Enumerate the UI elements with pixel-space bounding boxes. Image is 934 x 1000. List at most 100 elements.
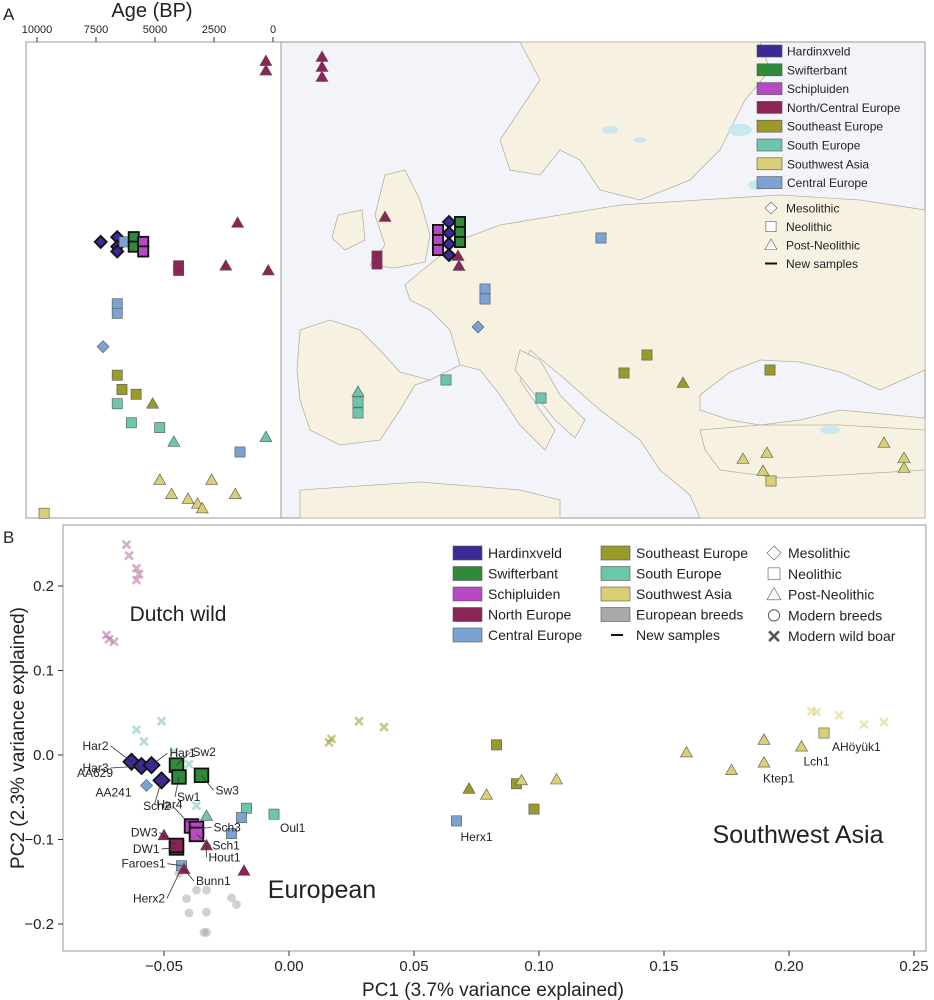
pca-point-southwest-asia: [757, 733, 771, 745]
legend-b-label-swifterbant: Swifterbant: [488, 566, 558, 582]
age-point-south-europe: [167, 435, 181, 447]
pca-point-southwest-asia: [794, 739, 809, 752]
legend-b-period-mesolithic: Mesolithic: [788, 545, 850, 561]
pca-point-southwest-asia: [549, 772, 564, 785]
panel-a-label: A: [3, 5, 15, 24]
legend-swatch-south-europe: [756, 138, 783, 152]
pca-y-tick-label: 0.0: [33, 747, 54, 764]
legend-b-marker-modern-wild-boar: [768, 630, 780, 643]
legend-period-neolithic: Neolithic: [786, 220, 832, 234]
pca-point-north-europe: [177, 862, 191, 874]
pca-label-leader: [166, 873, 180, 899]
legend-swatch-hardinxveld: [756, 44, 783, 58]
legend-b-label-southwest-asia: Southwest Asia: [636, 586, 732, 602]
pca-point-southeast-europe: [528, 803, 540, 815]
legend-b-swatch-southwest-asia: [600, 586, 631, 602]
legend-label-southeast-europe: Southeast Europe: [787, 120, 883, 134]
pca-point-label: Sw3: [216, 783, 240, 797]
age-point-north-central-europe: [231, 216, 245, 228]
map-point-southwest-asia: [736, 452, 750, 464]
pca-label-leader: [159, 832, 177, 846]
pca-point-southwest-asia: [757, 756, 771, 768]
legend-b-label-new-samples: New samples: [636, 627, 720, 643]
pca-label-leader: [161, 847, 177, 850]
age-point-southwest-asia: [181, 492, 195, 504]
legend-swatch-swifterbant: [756, 63, 783, 77]
pca-point-southwest-asia: [724, 763, 739, 776]
legend-b-marker-modern-breeds: [767, 609, 781, 622]
pca-point-central-europe: [140, 778, 153, 792]
pca-point-label: Sw2: [193, 745, 217, 759]
map-north-africa: [299, 481, 561, 519]
age-point-southwest-asia: [165, 487, 179, 499]
map-point-schipluiden: [431, 223, 444, 236]
map-lake: [820, 426, 840, 434]
map-lake: [728, 124, 752, 136]
age-point-central-europe: [111, 298, 123, 310]
map-point-swifterbant: [453, 225, 466, 238]
map-point-hardinxveld: [441, 247, 457, 263]
pca-label-leader: [196, 834, 211, 846]
pca-point-label: Har1: [170, 746, 196, 760]
map-ireland: [331, 209, 366, 251]
pca-point-label: Ktep1: [763, 772, 795, 786]
age-point-north-central-europe: [261, 263, 275, 276]
pca-plot: −0.05 0.00 0.05 0.10 0.15 0.20 0.25 −0.2 −0.1 0.0…: [8, 524, 929, 1000]
age-point-central-europe: [111, 307, 123, 319]
map-point-north-central-europe: [452, 259, 466, 271]
map-point-north-central-europe: [378, 210, 392, 222]
pca-x-tick-label: 0.15: [649, 958, 678, 975]
pca-point-label: Har2: [82, 739, 108, 753]
age-point-southeast-europe: [130, 388, 142, 400]
pca-point-north-europe: [237, 864, 251, 876]
pca-point-central-europe: [451, 815, 462, 827]
pca-label-leader: [183, 868, 195, 882]
pca-point-south-europe: [169, 746, 179, 757]
legend-label-schipluiden: Schipluiden: [787, 82, 849, 96]
age-points: [38, 54, 275, 519]
legend-b-swatch-hardinxveld: [452, 545, 483, 561]
pca-point-label: Herx1: [461, 830, 493, 844]
age-point-southwest-asia: [228, 487, 242, 499]
legend-b-swatch-swifterbant: [452, 566, 483, 581]
age-point-southeast-europe: [111, 369, 123, 381]
map-lake: [634, 137, 646, 143]
legend-label-central-europe: Central Europe: [787, 176, 868, 190]
age-point-south-europe: [154, 422, 166, 433]
age-point-north-central-europe: [219, 259, 233, 271]
pca-point-label: Sch3: [214, 821, 242, 835]
age-point-southeast-europe: [146, 397, 160, 409]
pca-point-southwest-asia: [879, 717, 889, 727]
map-point-southwest-asia: [897, 461, 911, 473]
map-point-swifterbant: [453, 235, 466, 248]
pca-point-southwest-asia: [679, 745, 694, 758]
pca-xlabel: PC1 (3.7% variance explained): [362, 980, 624, 1000]
map-point-central-europe: [234, 446, 246, 458]
age-plot: Age (BP) 10000 7500 5000 2500 0: [22, 0, 282, 519]
map-point-schipluiden: [431, 243, 444, 256]
legend-b-label-schipluiden: Schipluiden: [488, 586, 560, 602]
pca-point-southwest-asia: [818, 727, 830, 739]
pca-label-leader: [196, 827, 212, 829]
map-land: [296, 41, 926, 519]
age-point-southeast-europe: [116, 384, 128, 395]
age-plot-frame: [25, 41, 282, 519]
pca-point-label: DW1: [133, 842, 160, 856]
legend-marker-mesolithic: [764, 201, 778, 215]
pca-point-label: Sw1: [177, 790, 201, 804]
map-point-southwest-asia: [756, 464, 770, 476]
legend-b-swatch-north-europe: [452, 607, 483, 622]
map-british-isles: [369, 169, 431, 269]
pca-y-tick-label: −0.1: [24, 832, 54, 849]
legend-b: Hardinxveld Swifterbant Schipluiden North E…: [452, 545, 896, 644]
pca-point-south-europe: [156, 716, 167, 726]
pca-point-label: DW3: [131, 825, 158, 839]
legend-b-period-modern-breeds: Modern breeds: [788, 607, 882, 623]
age-point-south-europe: [259, 430, 273, 442]
age-point-southwest-asia: [195, 501, 209, 514]
pca-point-european-breeds: [202, 928, 211, 937]
pca-label-leader: [151, 752, 168, 766]
pca-point-label: Har4: [157, 797, 183, 811]
pca-point-european-breeds: [202, 907, 211, 917]
